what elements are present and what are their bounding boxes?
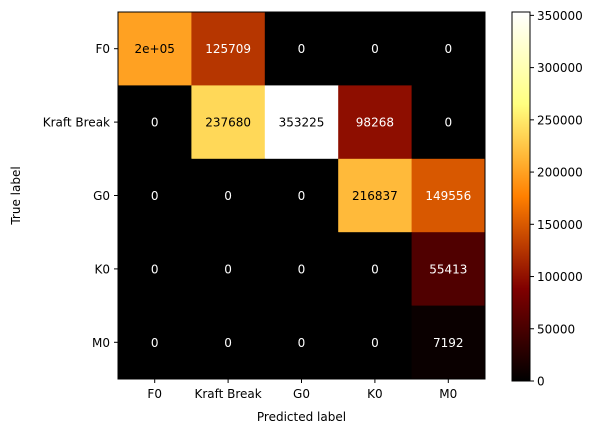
cell-value-label: 149556 (425, 189, 471, 203)
y-tick-label: F0 (95, 42, 110, 56)
x-axis: F0 Kraft Break G0 K0 M0 (147, 379, 457, 401)
x-tick-label: M0 (439, 387, 457, 401)
y-axis: F0 Kraft Break G0 K0 M0 (43, 42, 118, 350)
heatmap-cell (264, 158, 339, 233)
cell-value-label: 0 (151, 262, 159, 276)
heatmap-cell (338, 85, 413, 160)
cell-value-label: 0 (224, 262, 232, 276)
cell-value-label: 0 (444, 116, 452, 130)
y-tick-label: K0 (94, 262, 110, 276)
heatmap-cell (191, 85, 266, 160)
colorbar-ticks: 0 50000 100000 150000 200000 250000 300000 3500… (530, 9, 583, 389)
cell-value-label: 0 (224, 189, 232, 203)
heatmap-cell (191, 305, 266, 380)
cell-value-label: 0 (224, 336, 232, 350)
cell-value-label: 7192 (433, 336, 464, 350)
heatmap-cell (411, 85, 486, 160)
heatmap-cell (411, 12, 486, 86)
x-tick-label: F0 (147, 387, 162, 401)
heatmap-cell (118, 85, 192, 160)
cell-value-label: 353225 (279, 116, 325, 130)
heatmap-cell (338, 158, 413, 233)
colorbar-tick-label: 100000 (537, 270, 583, 284)
heatmap-cell (191, 232, 266, 307)
cell-value-label: 0 (298, 42, 306, 56)
heatmap-cell (118, 232, 192, 307)
cell-value-label: 55413 (429, 262, 467, 276)
heatmap-cell (264, 12, 339, 86)
cell-value-label: 237680 (205, 116, 251, 130)
cell-value-label: 98268 (356, 116, 394, 130)
colorbar-tick-label: 0 (537, 375, 545, 389)
x-tick-label: Kraft Break (194, 387, 261, 401)
cell-value-label: 125709 (205, 42, 251, 56)
heatmap-cell (191, 158, 266, 233)
y-tick-label: G0 (93, 189, 110, 203)
colorbar-gradient (511, 11, 531, 382)
colorbar-tick-label: 200000 (537, 166, 583, 180)
cell-value-label: 0 (298, 336, 306, 350)
cell-value-label: 0 (298, 189, 306, 203)
heatmap-cell (338, 232, 413, 307)
cell-value-label: 2e+05 (135, 42, 175, 56)
colorbar: 0 50000 100000 150000 200000 250000 300000 3500… (511, 9, 583, 389)
cell-value-label: 0 (151, 336, 159, 350)
cell-value-label: 0 (371, 42, 379, 56)
heatmap-cell (338, 305, 413, 380)
heatmap-cell (191, 12, 266, 86)
colorbar-tick-label: 50000 (537, 322, 575, 336)
cell-value-label: 0 (298, 262, 306, 276)
x-tick-label: G0 (293, 387, 310, 401)
colorbar-tick-label: 300000 (537, 61, 583, 75)
heatmap-cells (118, 12, 486, 380)
x-axis-title: Predicted label (257, 410, 346, 424)
cell-value-label: 0 (371, 262, 379, 276)
heatmap-cell (264, 85, 339, 160)
cell-value-label: 0 (371, 336, 379, 350)
x-tick-label: K0 (367, 387, 383, 401)
cell-value-label: 216837 (352, 189, 398, 203)
heatmap-cell (264, 232, 339, 307)
heatmap-cell (118, 305, 192, 380)
heatmap-cell (411, 232, 486, 307)
colorbar-tick-label: 350000 (537, 9, 583, 23)
cell-value-label: 0 (151, 189, 159, 203)
cell-value-label: 0 (444, 42, 452, 56)
y-axis-title: True label (9, 166, 23, 225)
cell-value-label: 0 (151, 116, 159, 130)
y-tick-label: Kraft Break (43, 116, 110, 130)
y-tick-label: M0 (92, 336, 110, 350)
heatmap-cell (264, 305, 339, 380)
heatmap-cell (118, 158, 192, 233)
heatmap-cell-labels: 2e+05 125709 0 0 0 0 237680 353225 98268 0 0 0 0 2168… (135, 42, 472, 350)
heatmap-cell (411, 305, 486, 380)
heatmap-cell (411, 158, 486, 233)
colorbar-tick-label: 150000 (537, 218, 583, 232)
heatmap-cell (338, 12, 413, 86)
heatmap-cell (118, 12, 192, 86)
colorbar-tick-label: 250000 (537, 113, 583, 127)
